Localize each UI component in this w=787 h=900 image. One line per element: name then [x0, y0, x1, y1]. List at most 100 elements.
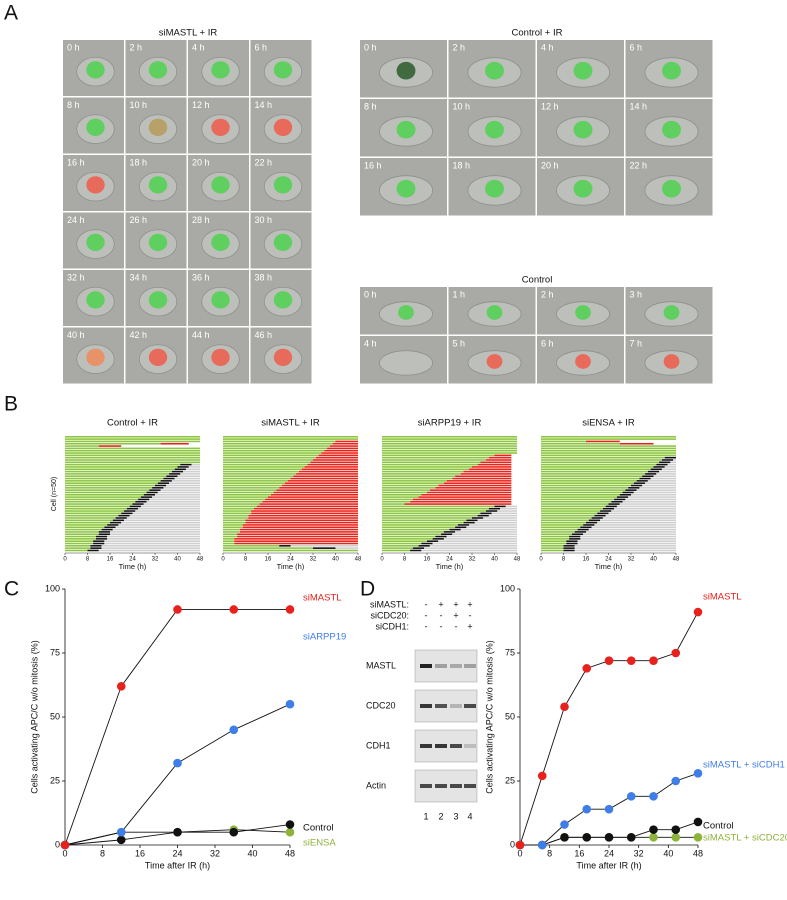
raster-title: siMASTL + IR — [261, 418, 320, 429]
time-label: 2 h — [453, 42, 466, 52]
fate-green — [65, 505, 130, 508]
fate-event — [410, 500, 512, 503]
fate-green — [541, 445, 676, 447]
fate-event — [104, 526, 116, 529]
nucleus — [486, 354, 503, 369]
fate-event — [160, 480, 172, 482]
nucleus — [273, 233, 293, 252]
fate-event — [418, 496, 512, 498]
fate-event — [642, 475, 654, 478]
fate-green — [382, 436, 517, 438]
fate-gray — [121, 521, 200, 524]
fate-green — [382, 496, 419, 498]
series-label: siENSA — [303, 838, 336, 849]
time-label: 12 h — [192, 100, 210, 110]
fate-event — [329, 445, 358, 447]
fate-event — [121, 512, 133, 515]
fate-green — [541, 482, 634, 484]
fate-event — [650, 468, 662, 471]
fate-event — [239, 528, 358, 531]
fate-green — [223, 491, 274, 494]
fate-green — [382, 547, 413, 549]
nucleus — [662, 179, 681, 198]
fate-event — [321, 452, 358, 454]
fate-green — [541, 491, 623, 494]
fate-gray — [171, 480, 200, 482]
band — [464, 664, 476, 668]
fate-green — [541, 452, 676, 454]
data-point — [229, 725, 239, 735]
nucleus — [148, 118, 168, 137]
fate-event — [600, 510, 612, 512]
fate-event — [412, 547, 425, 549]
fate-event — [284, 482, 358, 484]
fate-event — [112, 519, 125, 522]
panel-label: D — [360, 578, 375, 601]
nucleus — [148, 291, 168, 309]
fate-green — [382, 480, 447, 482]
y-tick-label: 0 — [510, 839, 515, 849]
x-tick-label: 16 — [574, 848, 584, 858]
fate-event — [279, 545, 291, 547]
fate-event — [237, 535, 358, 538]
data-point — [649, 656, 658, 665]
fate-event — [282, 484, 358, 487]
band — [420, 744, 432, 748]
fate-event — [455, 475, 512, 478]
time-label: 0 h — [364, 289, 377, 299]
fate-green — [65, 531, 99, 533]
fate-event — [480, 512, 492, 515]
fate-green — [223, 503, 260, 505]
condition-sign: - — [425, 621, 428, 631]
fate-green — [541, 459, 662, 461]
fate-green — [65, 496, 141, 498]
fate-gray — [110, 533, 200, 536]
nucleus — [86, 61, 105, 79]
fate-gray — [608, 512, 676, 515]
y-tick-label: 0 — [55, 839, 60, 849]
nucleus — [486, 305, 503, 320]
x-tick-label: 48 — [693, 848, 703, 858]
fate-green — [541, 447, 676, 450]
condition-label: siCDH1: — [375, 621, 409, 631]
x-tick-label: 40 — [174, 557, 181, 563]
data-point — [116, 681, 126, 691]
fate-event — [318, 454, 358, 457]
fate-event — [98, 531, 110, 533]
data-point — [229, 827, 239, 837]
fate-green — [541, 528, 578, 531]
fate-event — [486, 459, 512, 461]
x-tick-label: 0 — [539, 557, 543, 563]
fate-green — [65, 547, 91, 549]
fate-event — [298, 470, 358, 473]
fate-green — [65, 456, 200, 459]
fate-green — [382, 447, 517, 450]
x-tick-label: 24 — [604, 848, 614, 858]
nucleus — [86, 233, 105, 252]
fate-green — [382, 466, 472, 468]
nucleus — [86, 176, 105, 194]
fate-event — [262, 500, 358, 503]
fate-gray — [424, 547, 517, 549]
fate-event — [611, 500, 623, 503]
fate-green — [223, 438, 358, 440]
fate-event — [135, 500, 147, 503]
fate-green — [382, 461, 481, 464]
nucleus — [485, 179, 504, 198]
fate-gray — [597, 521, 676, 524]
fate-gray — [477, 519, 517, 522]
fate-gray — [183, 470, 200, 473]
x-tick-label: 48 — [197, 557, 204, 563]
nucleus — [148, 348, 168, 367]
fate-event — [427, 491, 512, 494]
fate-gray — [157, 491, 200, 494]
fate-event — [90, 547, 102, 549]
time-label: 22 h — [255, 157, 273, 167]
nucleus — [273, 61, 293, 79]
fate-gray — [670, 461, 676, 464]
fate-green — [65, 459, 200, 461]
fate-green — [65, 535, 96, 538]
x-axis-label: Time (h) — [277, 562, 305, 571]
fate-green — [223, 436, 358, 438]
time-label: 20 h — [192, 157, 210, 167]
